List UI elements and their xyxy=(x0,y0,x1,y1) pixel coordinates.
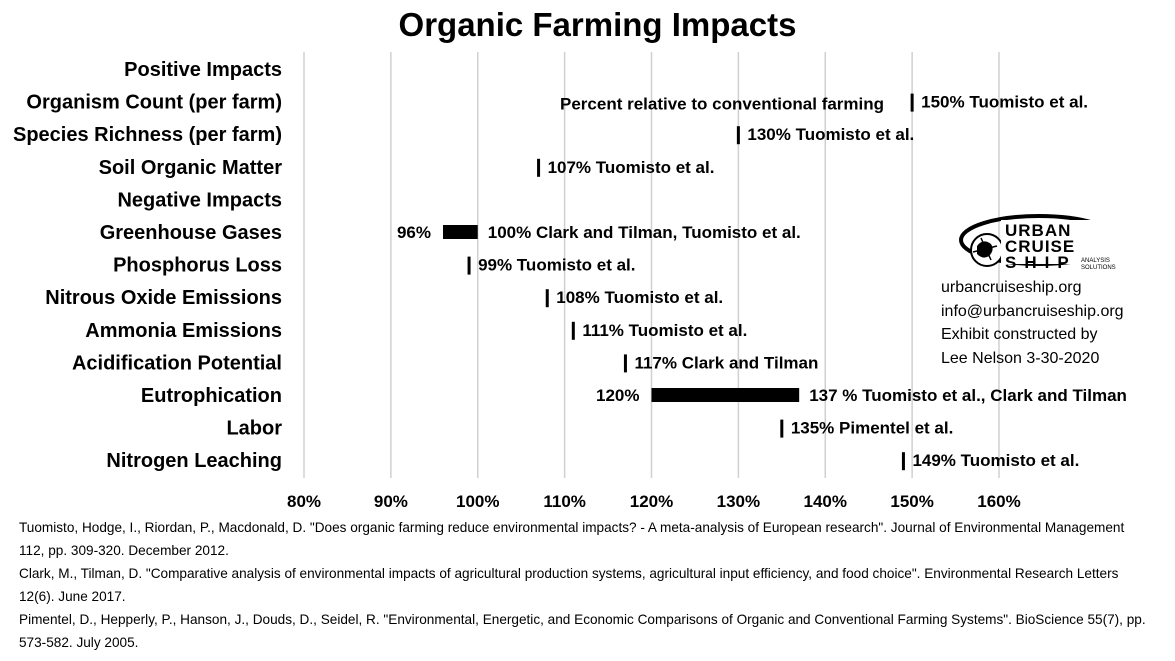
row-label: Greenhouse Gases xyxy=(100,222,282,244)
row-label: Negative Impacts xyxy=(117,189,282,211)
logo-text-middle: CRUISE xyxy=(1005,237,1075,256)
value-marker xyxy=(571,321,575,340)
value-marker xyxy=(910,93,914,112)
x-tick-label: 100% xyxy=(456,492,499,511)
email-text: info@urbancruiseship.org xyxy=(941,302,1124,320)
value-marker xyxy=(545,289,549,308)
value-label: 100% Clark and Tilman, Tuomisto et al. xyxy=(488,223,801,242)
range-low-label: 120% xyxy=(596,386,639,405)
chart-plot: Positive Impacts Organism Count (per farm… xyxy=(13,52,1127,511)
reference-clark: Clark, M., Tilman, D. "Comparative analy… xyxy=(19,566,1119,604)
urban-cruise-ship-logo: URBAN CRUISE SHIP ANALYSIS SOLUTIONS xyxy=(959,214,1119,272)
value-marker xyxy=(623,354,627,373)
x-tick-label: 90% xyxy=(374,492,408,511)
chart-title: Organic Farming Impacts xyxy=(398,6,797,43)
contact-info: urbancruiseship.org info@urbancruiseship… xyxy=(941,276,1124,370)
logo: URBAN CRUISE SHIP ANALYSIS SOLUTIONS xyxy=(941,208,1161,283)
grid-lines xyxy=(303,52,1000,478)
x-tick-label: 80% xyxy=(287,492,321,511)
value-label: 150% Tuomisto et al. xyxy=(921,93,1088,112)
x-tick-label: 110% xyxy=(543,492,586,511)
logo-tagline-1: ANALYSIS xyxy=(1081,258,1110,264)
x-tick-label: 160% xyxy=(977,492,1020,511)
row-label: Eutrophication xyxy=(141,385,282,407)
logo-text-bottom: SHIP xyxy=(1005,253,1077,272)
credit-line-1: Exhibit constructed by xyxy=(941,326,1098,343)
row-labels: Positive Impacts Organism Count (per farm… xyxy=(13,59,282,472)
chart-annotation: Percent relative to conventional farming xyxy=(560,95,884,114)
row-label: Ammonia Emissions xyxy=(85,320,282,342)
value-label: 149% Tuomisto et al. xyxy=(912,451,1079,470)
x-tick-label: 130% xyxy=(717,492,760,511)
row-label: Soil Organic Matter xyxy=(99,157,283,179)
value-label: 130% Tuomisto et al. xyxy=(747,125,914,144)
logo-tagline-2: SOLUTIONS xyxy=(1081,265,1116,271)
value-label: 117% Clark and Tilman xyxy=(634,353,818,372)
reference-pimentel: Pimentel, D., Hepperly, P., Hanson, J., … xyxy=(19,612,1146,650)
x-axis-ticks: 80% 90% 100% 110% 120% 130% 140% 150% 160% xyxy=(287,492,1021,511)
value-label: 137 % Tuomisto et al., Clark and Tilman xyxy=(809,386,1127,405)
value-label: 107% Tuomisto et al. xyxy=(548,158,715,177)
credit-line-2: Lee Nelson 3-30-2020 xyxy=(941,349,1100,367)
row-label: Species Richness (per farm) xyxy=(13,124,282,146)
row-label: Nitrogen Leaching xyxy=(106,450,282,472)
row-label: Phosphorus Loss xyxy=(113,255,282,277)
row-label: Nitrous Oxide Emissions xyxy=(45,287,282,309)
value-marker xyxy=(901,452,905,471)
range-bar xyxy=(443,225,478,239)
range-bar xyxy=(651,388,800,402)
row-label: Positive Impacts xyxy=(124,59,282,81)
x-tick-label: 140% xyxy=(804,492,847,511)
references: Tuomisto, Hodge, I., Riordan, P., Macdon… xyxy=(19,516,1149,654)
x-tick-label: 120% xyxy=(630,492,673,511)
row-label: Labor xyxy=(226,418,282,440)
x-tick-label: 150% xyxy=(890,492,933,511)
value-marker xyxy=(537,158,541,177)
value-label: 135% Pimentel et al. xyxy=(791,419,954,438)
value-label: 111% Tuomisto et al. xyxy=(582,321,747,340)
value-marker xyxy=(467,256,471,275)
value-label: 99% Tuomisto et al. xyxy=(478,256,635,275)
row-label: Organism Count (per farm) xyxy=(26,92,282,114)
reference-tuomisto: Tuomisto, Hodge, I., Riordan, P., Macdon… xyxy=(19,520,1125,558)
value-label: 108% Tuomisto et al. xyxy=(556,288,723,307)
data-marks: 150% Tuomisto et al. 130% Tuomisto et al.… xyxy=(397,93,1127,471)
value-marker xyxy=(780,419,784,438)
row-label: Acidification Potential xyxy=(72,352,282,374)
range-low-label: 96% xyxy=(397,223,431,242)
logo-text-top: URBAN xyxy=(1005,221,1071,240)
value-marker xyxy=(736,126,740,145)
website-text: urbancruiseship.org xyxy=(941,279,1082,296)
